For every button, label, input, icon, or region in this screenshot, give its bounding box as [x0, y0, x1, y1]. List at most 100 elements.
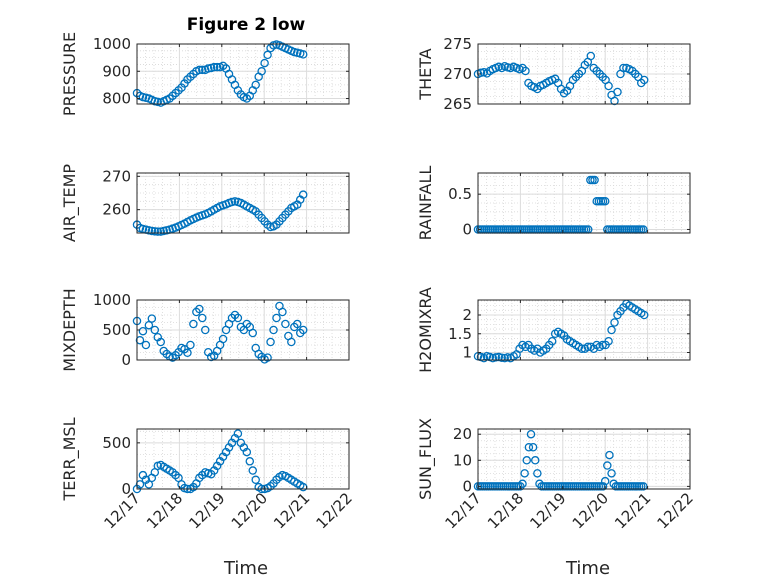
- plot-area: [137, 173, 349, 233]
- data-point: [257, 67, 266, 76]
- data-point: [547, 336, 557, 346]
- data-point: [189, 319, 198, 329]
- x-tick-label: 12/18: [484, 489, 527, 532]
- data-point: [610, 96, 619, 106]
- data-point: [530, 456, 540, 465]
- data-point: [195, 65, 204, 75]
- data-point: [619, 63, 628, 73]
- y-axis-label: THETA: [416, 48, 435, 100]
- data-point: [203, 64, 213, 73]
- data-point: [269, 325, 278, 335]
- data-point: [290, 47, 299, 57]
- y-tick-label: 500: [102, 321, 131, 339]
- data-point: [520, 469, 529, 478]
- data-point: [600, 196, 610, 206]
- data-point: [600, 476, 610, 486]
- data-point: [248, 466, 258, 475]
- subplot-mixdepth: 0 500 1000 MIXDEPTH: [60, 288, 350, 372]
- data-point: [233, 313, 243, 323]
- x-tick-label: 12/19: [526, 489, 569, 532]
- data-point: [287, 337, 296, 347]
- data-point: [590, 175, 599, 185]
- data-point: [521, 66, 530, 76]
- x-tick-label: 12/20: [228, 489, 271, 532]
- axes-frame: [477, 172, 691, 234]
- data-point: [266, 337, 275, 347]
- data-point: [147, 226, 157, 236]
- data-point: [198, 313, 207, 323]
- x-tick-label: 12/21: [611, 489, 654, 532]
- data-point: [577, 344, 587, 353]
- y-tick-label: 800: [102, 90, 131, 108]
- y-tick-label: 260: [102, 201, 131, 219]
- data-point: [491, 353, 501, 362]
- data-point: [610, 318, 619, 327]
- data-point: [153, 227, 163, 236]
- data-point: [583, 342, 593, 352]
- data-point: [195, 304, 204, 314]
- y-axis-label: MIXDEPTH: [60, 288, 79, 371]
- data-point: [201, 325, 210, 335]
- data-point: [233, 429, 243, 438]
- y-tick-label: 0.5: [448, 185, 472, 203]
- subplot-theta: 265 270 275 THETA: [416, 35, 691, 113]
- data-point: [150, 97, 160, 106]
- x-tick-label: 12/17: [442, 489, 485, 532]
- y-tick-label: 900: [102, 62, 131, 80]
- x-tick-label: 12/22: [313, 489, 356, 532]
- y-tick-label: 1.5: [448, 325, 472, 343]
- x-tick-label: 12/18: [143, 489, 186, 532]
- data-point: [607, 469, 616, 478]
- data-point: [242, 447, 252, 457]
- data-point: [528, 443, 538, 452]
- data-point: [198, 65, 207, 75]
- data-point: [639, 75, 649, 85]
- y-axis-label: TERR_MSL: [60, 417, 80, 501]
- data-point: [639, 482, 648, 491]
- data-point: [150, 227, 160, 236]
- y-tick-label: 1000: [93, 291, 131, 309]
- data-point: [526, 429, 536, 439]
- y-tick-label: 2: [462, 306, 472, 324]
- x-axis-label-left: Time: [223, 558, 268, 579]
- y-axis-label: AIR_TEMP: [60, 164, 80, 242]
- y-tick-label: 10: [453, 451, 472, 469]
- x-tick-label: 12/20: [569, 489, 612, 532]
- data-point: [135, 335, 145, 345]
- subplot-air_temp: 260 270 AIR_TEMP: [60, 164, 350, 242]
- data-point: [497, 353, 506, 362]
- data-point: [522, 456, 532, 465]
- y-tick-label: 0: [462, 220, 472, 238]
- data-point: [604, 336, 613, 346]
- data-point: [516, 482, 525, 491]
- y-tick-label: 270: [102, 167, 131, 185]
- data-point: [518, 479, 527, 489]
- data-point: [533, 469, 542, 478]
- axes-frame: [136, 428, 350, 490]
- data-point: [605, 450, 614, 460]
- axes-frame: [136, 43, 350, 105]
- data-point: [604, 81, 613, 91]
- y-tick-label: 0: [121, 351, 131, 369]
- data-point: [293, 319, 302, 329]
- y-tick-label: 1: [462, 344, 472, 362]
- data-point: [248, 328, 258, 338]
- y-axis-label: PRESSURE: [60, 32, 79, 116]
- data-point: [150, 325, 160, 335]
- y-tick-label: 0: [121, 480, 131, 498]
- plot-area: [137, 429, 349, 489]
- y-axis-label: SUN_FLUX: [416, 418, 436, 500]
- subplot-rainfall: 0 0.5 RAINFALL: [416, 166, 691, 240]
- data-point: [639, 310, 649, 320]
- y-tick-label: 20: [453, 425, 472, 443]
- data-point: [524, 443, 534, 452]
- x-tick-label: 12/19: [185, 489, 228, 532]
- y-tick-label: 265: [443, 95, 472, 113]
- data-point: [272, 313, 281, 323]
- y-axis-label: H2OMIXRA: [416, 287, 435, 373]
- axes-frame: [477, 428, 691, 490]
- data-point: [260, 58, 269, 68]
- data-point: [278, 307, 287, 317]
